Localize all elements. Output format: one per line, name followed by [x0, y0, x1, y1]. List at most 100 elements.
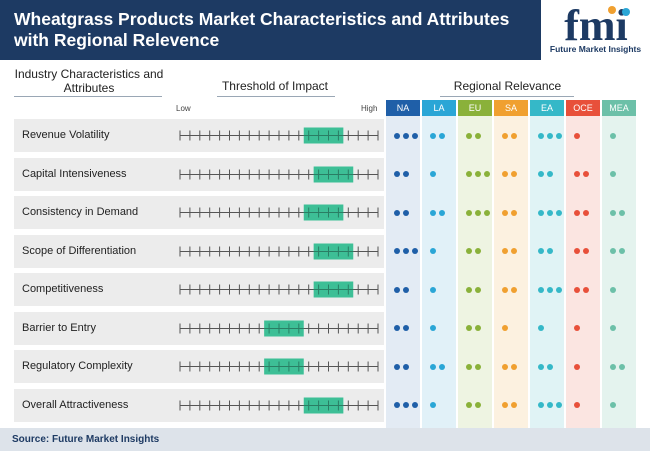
- region-relevance-cell: [458, 119, 492, 152]
- relevance-dot: [394, 402, 400, 408]
- relevance-dot: [394, 286, 400, 293]
- relevance-dot: [610, 363, 616, 370]
- relevance-dot: [484, 209, 490, 216]
- region-relevance-cell: [602, 312, 636, 345]
- relevance-dot: [574, 402, 580, 408]
- region-column: EU: [458, 100, 492, 428]
- region-relevance-cell: [386, 312, 420, 345]
- relevance-dot: [466, 248, 472, 254]
- relevance-dot: [502, 132, 508, 139]
- region-column: EA: [530, 100, 564, 428]
- region-relevance-cell: [566, 196, 600, 229]
- region-relevance-cell: [602, 389, 636, 422]
- relevance-dot: [556, 402, 562, 408]
- region-relevance-cell: [458, 273, 492, 306]
- relevance-dot: [511, 248, 517, 254]
- relevance-dot: [475, 402, 481, 408]
- region-header: NA: [386, 100, 420, 116]
- relevance-dot: [475, 325, 481, 331]
- relevance-dot: [583, 209, 589, 216]
- source-note: Source: Future Market Insights: [12, 434, 160, 445]
- region-relevance-cell: [530, 350, 564, 383]
- region-relevance-cell: [458, 389, 492, 422]
- relevance-dot: [412, 402, 418, 408]
- region-relevance-cell: [602, 196, 636, 229]
- characteristic-label: Barrier to Entry: [22, 321, 96, 334]
- relevance-dot: [466, 286, 472, 293]
- relevance-dot: [574, 248, 580, 254]
- relevance-dot: [583, 286, 589, 293]
- relevance-dot: [538, 171, 544, 177]
- relevance-dot: [412, 132, 418, 139]
- relevance-dot: [466, 132, 472, 139]
- region-relevance-cell: [458, 196, 492, 229]
- region-relevance-cell: [530, 235, 564, 268]
- relevance-dot: [430, 363, 436, 370]
- relevance-dot: [430, 209, 436, 216]
- relevance-dot: [610, 171, 616, 177]
- region-relevance-cell: [386, 273, 420, 306]
- characteristic-row: Barrier to Entry: [14, 311, 384, 345]
- region-relevance-cell: [494, 196, 528, 229]
- region-header: LA: [422, 100, 456, 116]
- relevance-dot: [394, 325, 400, 331]
- region-relevance-cell: [386, 119, 420, 152]
- region-relevance-cell: [602, 119, 636, 152]
- relevance-dot: [511, 132, 517, 139]
- relevance-dot: [556, 209, 562, 216]
- impact-scale: [179, 320, 379, 336]
- characteristic-label: Overall Attractiveness: [22, 398, 129, 411]
- relevance-dot: [403, 171, 409, 177]
- region-relevance-cell: [458, 350, 492, 383]
- region-column: OCE: [566, 100, 600, 428]
- relevance-dot: [466, 209, 472, 216]
- region-relevance-cell: [530, 196, 564, 229]
- region-relevance-cell: [494, 273, 528, 306]
- relevance-dot: [583, 248, 589, 254]
- region-relevance-cell: [458, 235, 492, 268]
- relevance-dot: [484, 171, 490, 177]
- relevance-dot: [538, 363, 544, 370]
- regional-heading: Regional Relevance: [453, 79, 562, 93]
- region-header: MEA: [602, 100, 636, 116]
- region-relevance-cell: [602, 158, 636, 191]
- relevance-dot: [619, 209, 625, 216]
- region-header: SA: [494, 100, 528, 116]
- region-relevance-cell: [566, 312, 600, 345]
- scale-high-label: High: [361, 104, 378, 113]
- region-relevance-cell: [566, 119, 600, 152]
- relevance-dot: [502, 171, 508, 177]
- relevance-dot: [538, 286, 544, 293]
- region-relevance-cell: [386, 389, 420, 422]
- relevance-dot: [403, 248, 409, 254]
- region-relevance-cell: [458, 158, 492, 191]
- relevance-dot: [610, 132, 616, 139]
- relevance-dot: [403, 325, 409, 331]
- relevance-dot: [511, 402, 517, 408]
- impact-scale: [179, 243, 379, 259]
- relevance-dot: [547, 286, 553, 293]
- characteristic-label: Competitiveness: [22, 283, 104, 295]
- relevance-dot: [574, 286, 580, 293]
- relevance-dot: [403, 286, 409, 293]
- relevance-dot: [403, 402, 409, 408]
- region-relevance-cell: [386, 350, 420, 383]
- relevance-dot: [574, 171, 580, 177]
- characteristic-row: Revenue Volatility: [14, 119, 384, 152]
- scale-low-label: Low: [176, 104, 191, 113]
- relevance-dot: [439, 363, 445, 370]
- region-relevance-cell: [566, 350, 600, 383]
- relevance-dot: [403, 132, 409, 139]
- region-relevance-cell: [458, 312, 492, 345]
- relevance-dot: [412, 248, 418, 254]
- relevance-dot: [610, 209, 616, 216]
- logo: fmi Future Market Insights: [541, 0, 650, 60]
- region-relevance-cell: [494, 350, 528, 383]
- relevance-dot: [475, 171, 481, 177]
- region-relevance-cell: [422, 273, 456, 306]
- relevance-dot: [502, 363, 508, 370]
- region-relevance-cell: [602, 350, 636, 383]
- relevance-dot: [475, 209, 481, 216]
- threshold-heading: Threshold of Impact: [221, 79, 329, 93]
- region-relevance-cell: [494, 235, 528, 268]
